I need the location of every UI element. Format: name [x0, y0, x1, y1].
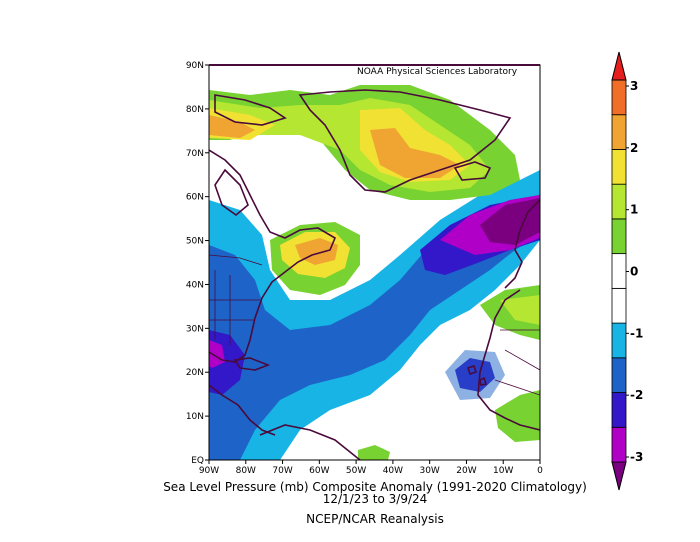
- coast-canary: [466, 364, 478, 376]
- borders: [209, 254, 540, 396]
- longitude-axis: 90W 80W 70W 60W 50W 40W 30W 20W 10W 0: [199, 460, 543, 476]
- colorbar-segment: [611, 357, 627, 393]
- coast-arctic-islands: [214, 94, 287, 126]
- border-africa-countries: [494, 329, 540, 396]
- colorbar-label: 1: [630, 203, 638, 217]
- coastlines: [209, 89, 540, 460]
- lat-tick-label: 50N: [186, 237, 204, 247]
- caption-title: Sea Level Pressure (mb) Composite Anomal…: [163, 480, 587, 494]
- colorbar: 3 2 1 0 -1 -2 -3: [611, 51, 643, 491]
- coast-iceland: [453, 161, 492, 181]
- colorbar-segment: [611, 322, 627, 359]
- colorbar-segment: [611, 392, 627, 428]
- colorbar-label: 0: [630, 265, 638, 279]
- caption-dates: 12/1/23 to 3/9/24: [322, 492, 428, 506]
- positive-region-greenland-orange: [209, 115, 460, 178]
- lab-credit: NOAA Physical Sciences Laboratory: [357, 67, 518, 77]
- colorbar-segment: [611, 183, 627, 220]
- lon-tick-label: 50W: [346, 466, 366, 476]
- coast-central-america: [209, 384, 276, 436]
- positive-region-africa-yellowgreen: [500, 295, 540, 325]
- lon-tick-label: 20W: [456, 466, 476, 476]
- colorbar-segment: [611, 79, 627, 116]
- lat-tick-label: 60N: [186, 193, 204, 203]
- lat-tick-label: 10N: [186, 412, 204, 422]
- colorbar-label: 2: [630, 141, 638, 155]
- coast-south-america: [259, 424, 361, 460]
- lat-tick-label: 30N: [186, 324, 204, 334]
- colorbar-segment: [611, 149, 627, 185]
- border-us-states: [209, 270, 260, 345]
- lat-tick-label: 90N: [186, 61, 204, 71]
- colorbar-segment: [611, 426, 627, 463]
- lat-tick-label: 80N: [186, 105, 204, 115]
- negative-region-purple: [480, 198, 540, 245]
- lon-tick-label: 10W: [493, 466, 513, 476]
- lon-tick-label: 0: [537, 466, 543, 476]
- coast-greenland: [298, 89, 512, 193]
- colorbar-label: 3: [630, 79, 638, 93]
- coast-north-america: [209, 149, 337, 363]
- lon-tick-label: 80W: [236, 466, 256, 476]
- negative-region-gulf-magenta: [209, 340, 225, 368]
- coast-africa: [477, 289, 540, 431]
- coast-hudson-bay: [214, 168, 249, 217]
- lon-tick-label: 40W: [383, 466, 403, 476]
- lat-tick-label: 20N: [186, 368, 204, 378]
- border-us-canada: [209, 254, 263, 266]
- colorbar-label: -3: [630, 450, 643, 464]
- colorbar-segment: [611, 218, 627, 255]
- caption-source: NCEP/NCAR Reanalysis: [306, 512, 444, 526]
- lat-tick-label: EQ: [191, 456, 204, 466]
- lon-tick-label: 30W: [419, 466, 439, 476]
- negative-region-canary-blue: [445, 350, 505, 400]
- lon-tick-label: 60W: [309, 466, 329, 476]
- lat-tick-label: 40N: [186, 280, 204, 290]
- coast-europe: [504, 199, 540, 289]
- lon-tick-label: 90W: [199, 466, 219, 476]
- coast-cuba: [233, 357, 271, 371]
- colorbar-label: -1: [630, 326, 643, 340]
- lon-tick-label: 70W: [272, 466, 292, 476]
- colorbar-segment: [611, 287, 627, 324]
- colorbar-max-triangle: [611, 51, 627, 81]
- latitude-axis: 90N 80N 70N 60N 50N 40N 30N 20N 10N EQ: [186, 61, 209, 466]
- positive-region-guinea-green: [495, 390, 540, 442]
- anomaly-fields: [209, 85, 540, 460]
- lat-tick-label: 70N: [186, 149, 204, 159]
- colorbar-segment: [611, 253, 627, 289]
- colorbar-segment: [611, 114, 627, 150]
- colorbar-label: -2: [630, 388, 643, 402]
- positive-region-equator-green: [358, 445, 390, 460]
- coast-cape-verde: [479, 376, 488, 386]
